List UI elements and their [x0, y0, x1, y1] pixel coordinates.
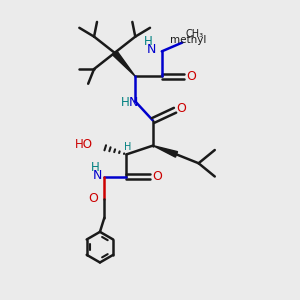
- Text: O: O: [177, 102, 186, 115]
- Polygon shape: [153, 146, 178, 157]
- Text: O: O: [88, 192, 98, 205]
- Text: O: O: [186, 70, 196, 83]
- Text: HO: HO: [75, 138, 93, 151]
- Text: O: O: [152, 170, 162, 183]
- Text: CH₃: CH₃: [186, 29, 204, 39]
- Polygon shape: [112, 51, 135, 76]
- Text: H: H: [91, 161, 100, 174]
- Text: methyl: methyl: [169, 34, 206, 45]
- Text: H: H: [121, 96, 129, 110]
- Text: N: N: [147, 44, 157, 56]
- Text: N: N: [129, 96, 139, 110]
- Text: N: N: [93, 169, 102, 182]
- Text: H: H: [144, 34, 153, 48]
- Text: H: H: [124, 142, 132, 152]
